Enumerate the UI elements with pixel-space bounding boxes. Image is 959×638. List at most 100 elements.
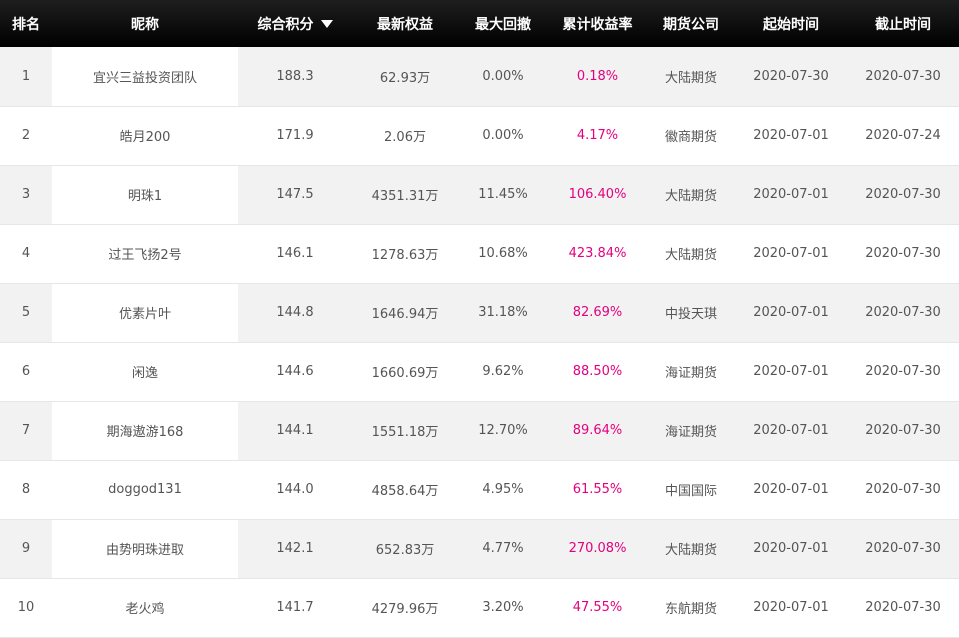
nickname-cell: 优素片叶 <box>52 283 238 342</box>
rank-cell: 3 <box>0 165 52 224</box>
start-date-cell: 2020-07-01 <box>735 106 847 165</box>
start-date-cell: 2020-07-01 <box>735 401 847 460</box>
end-date-cell: 2020-07-30 <box>847 165 959 224</box>
company-cell: 大陆期货 <box>647 224 735 283</box>
score-cell: 141.7 <box>238 578 352 637</box>
return-rate-cell: 82.69% <box>548 283 647 342</box>
rank-cell: 9 <box>0 519 52 578</box>
drawdown-cell: 31.18% <box>458 283 548 342</box>
score-cell: 147.5 <box>238 165 352 224</box>
equity-cell: 1551.18万 <box>352 401 458 460</box>
drawdown-cell: 0.00% <box>458 106 548 165</box>
header-row: 排名 昵称 综合积分 最新权益 最大回撤 累计收益率 期货公司 起始时间 截止时… <box>0 0 959 47</box>
start-date-cell: 2020-07-01 <box>735 224 847 283</box>
company-cell: 海证期货 <box>647 401 735 460</box>
drawdown-cell: 12.70% <box>458 401 548 460</box>
end-date-cell: 2020-07-30 <box>847 283 959 342</box>
table-row: 10 老火鸡 141.7 4279.96万 3.20% 47.55% 东航期货 2020-07… <box>0 578 959 637</box>
table-row: 5 优素片叶 144.8 1646.94万 31.18% 82.69% 中投天琪 2020-0… <box>0 283 959 342</box>
start-date-cell: 2020-07-01 <box>735 578 847 637</box>
table-row: 9 由势明珠进取 142.1 652.83万 4.77% 270.08% 大陆期货 2020-… <box>0 519 959 578</box>
company-cell: 中投天琪 <box>647 283 735 342</box>
drawdown-cell: 10.68% <box>458 224 548 283</box>
start-date-cell: 2020-07-01 <box>735 165 847 224</box>
nickname-cell: doggod131 <box>52 460 238 519</box>
header-drawdown-label: 最大回撤 <box>475 16 531 33</box>
end-date-cell: 2020-07-30 <box>847 47 959 106</box>
header-company: 期货公司 <box>647 0 735 47</box>
rank-cell: 4 <box>0 224 52 283</box>
table-row: 7 期海遨游168 144.1 1551.18万 12.70% 89.64% 海证期货 202… <box>0 401 959 460</box>
score-cell: 144.0 <box>238 460 352 519</box>
header-score-label[interactable]: 综合积分 <box>257 16 314 33</box>
end-date-cell: 2020-07-24 <box>847 106 959 165</box>
header-start-label: 起始时间 <box>763 16 819 33</box>
header-nickname-label: 昵称 <box>131 16 159 33</box>
end-date-cell: 2020-07-30 <box>847 578 959 637</box>
header-equity: 最新权益 <box>352 0 458 47</box>
start-date-cell: 2020-07-01 <box>735 460 847 519</box>
header-nickname: 昵称 <box>52 0 238 47</box>
caret-down-icon[interactable] <box>320 19 333 28</box>
return-rate-cell: 270.08% <box>548 519 647 578</box>
header-score-sort[interactable]: 综合积分 <box>238 0 352 47</box>
header-end-label: 截止时间 <box>875 16 931 33</box>
equity-cell: 62.93万 <box>352 47 458 106</box>
equity-cell: 4858.64万 <box>352 460 458 519</box>
header-rank-label: 排名 <box>12 16 40 33</box>
start-date-cell: 2020-07-01 <box>735 283 847 342</box>
table-row: 3 明珠1 147.5 4351.31万 11.45% 106.40% 大陆期货 2020-0… <box>0 165 959 224</box>
nickname-cell: 过王飞扬2号 <box>52 224 238 283</box>
company-cell: 东航期货 <box>647 578 735 637</box>
company-cell: 中国国际 <box>647 460 735 519</box>
score-cell: 188.3 <box>238 47 352 106</box>
nickname-cell: 闲逸 <box>52 342 238 401</box>
header-rank: 排名 <box>0 0 52 47</box>
equity-cell: 1660.69万 <box>352 342 458 401</box>
table-row: 8 doggod131 144.0 4858.64万 4.95% 61.55% 中国国际 20… <box>0 460 959 519</box>
rank-cell: 8 <box>0 460 52 519</box>
table-row: 2 皓月200 171.9 2.06万 0.00% 4.17% 徽商期货 2020-07-01… <box>0 106 959 165</box>
return-rate-cell: 4.17% <box>548 106 647 165</box>
return-rate-cell: 47.55% <box>548 578 647 637</box>
header-start: 起始时间 <box>735 0 847 47</box>
drawdown-cell: 0.00% <box>458 47 548 106</box>
company-cell: 海证期货 <box>647 342 735 401</box>
header-company-label: 期货公司 <box>663 16 719 33</box>
equity-cell: 1646.94万 <box>352 283 458 342</box>
nickname-cell: 期海遨游168 <box>52 401 238 460</box>
nickname-cell: 老火鸡 <box>52 578 238 637</box>
end-date-cell: 2020-07-30 <box>847 224 959 283</box>
company-cell: 徽商期货 <box>647 106 735 165</box>
equity-cell: 2.06万 <box>352 106 458 165</box>
rank-cell: 6 <box>0 342 52 401</box>
rank-cell: 7 <box>0 401 52 460</box>
table-row: 6 闲逸 144.6 1660.69万 9.62% 88.50% 海证期货 2020-07-0… <box>0 342 959 401</box>
equity-cell: 4279.96万 <box>352 578 458 637</box>
header-equity-label: 最新权益 <box>377 16 433 33</box>
return-rate-cell: 0.18% <box>548 47 647 106</box>
score-cell: 171.9 <box>238 106 352 165</box>
return-rate-cell: 88.50% <box>548 342 647 401</box>
header-drawdown: 最大回撤 <box>458 0 548 47</box>
header-return-rate-label: 累计收益率 <box>562 16 633 33</box>
company-cell: 大陆期货 <box>647 165 735 224</box>
rank-cell: 10 <box>0 578 52 637</box>
table-row: 1 宜兴三益投资团队 188.3 62.93万 0.00% 0.18% 大陆期货 2020-0… <box>0 47 959 106</box>
drawdown-cell: 4.77% <box>458 519 548 578</box>
rank-cell: 1 <box>0 47 52 106</box>
header-end: 截止时间 <box>847 0 959 47</box>
end-date-cell: 2020-07-30 <box>847 460 959 519</box>
equity-cell: 1278.63万 <box>352 224 458 283</box>
table-row: 4 过王飞扬2号 146.1 1278.63万 10.68% 423.84% 大陆期货 202… <box>0 224 959 283</box>
nickname-cell: 宜兴三益投资团队 <box>52 47 238 106</box>
equity-cell: 4351.31万 <box>352 165 458 224</box>
score-cell: 144.8 <box>238 283 352 342</box>
table-header: 排名 昵称 综合积分 最新权益 最大回撤 累计收益率 期货公司 起始时间 截止时… <box>0 0 959 47</box>
score-cell: 144.6 <box>238 342 352 401</box>
nickname-cell: 由势明珠进取 <box>52 519 238 578</box>
end-date-cell: 2020-07-30 <box>847 401 959 460</box>
score-cell: 146.1 <box>238 224 352 283</box>
nickname-cell: 明珠1 <box>52 165 238 224</box>
drawdown-cell: 3.20% <box>458 578 548 637</box>
